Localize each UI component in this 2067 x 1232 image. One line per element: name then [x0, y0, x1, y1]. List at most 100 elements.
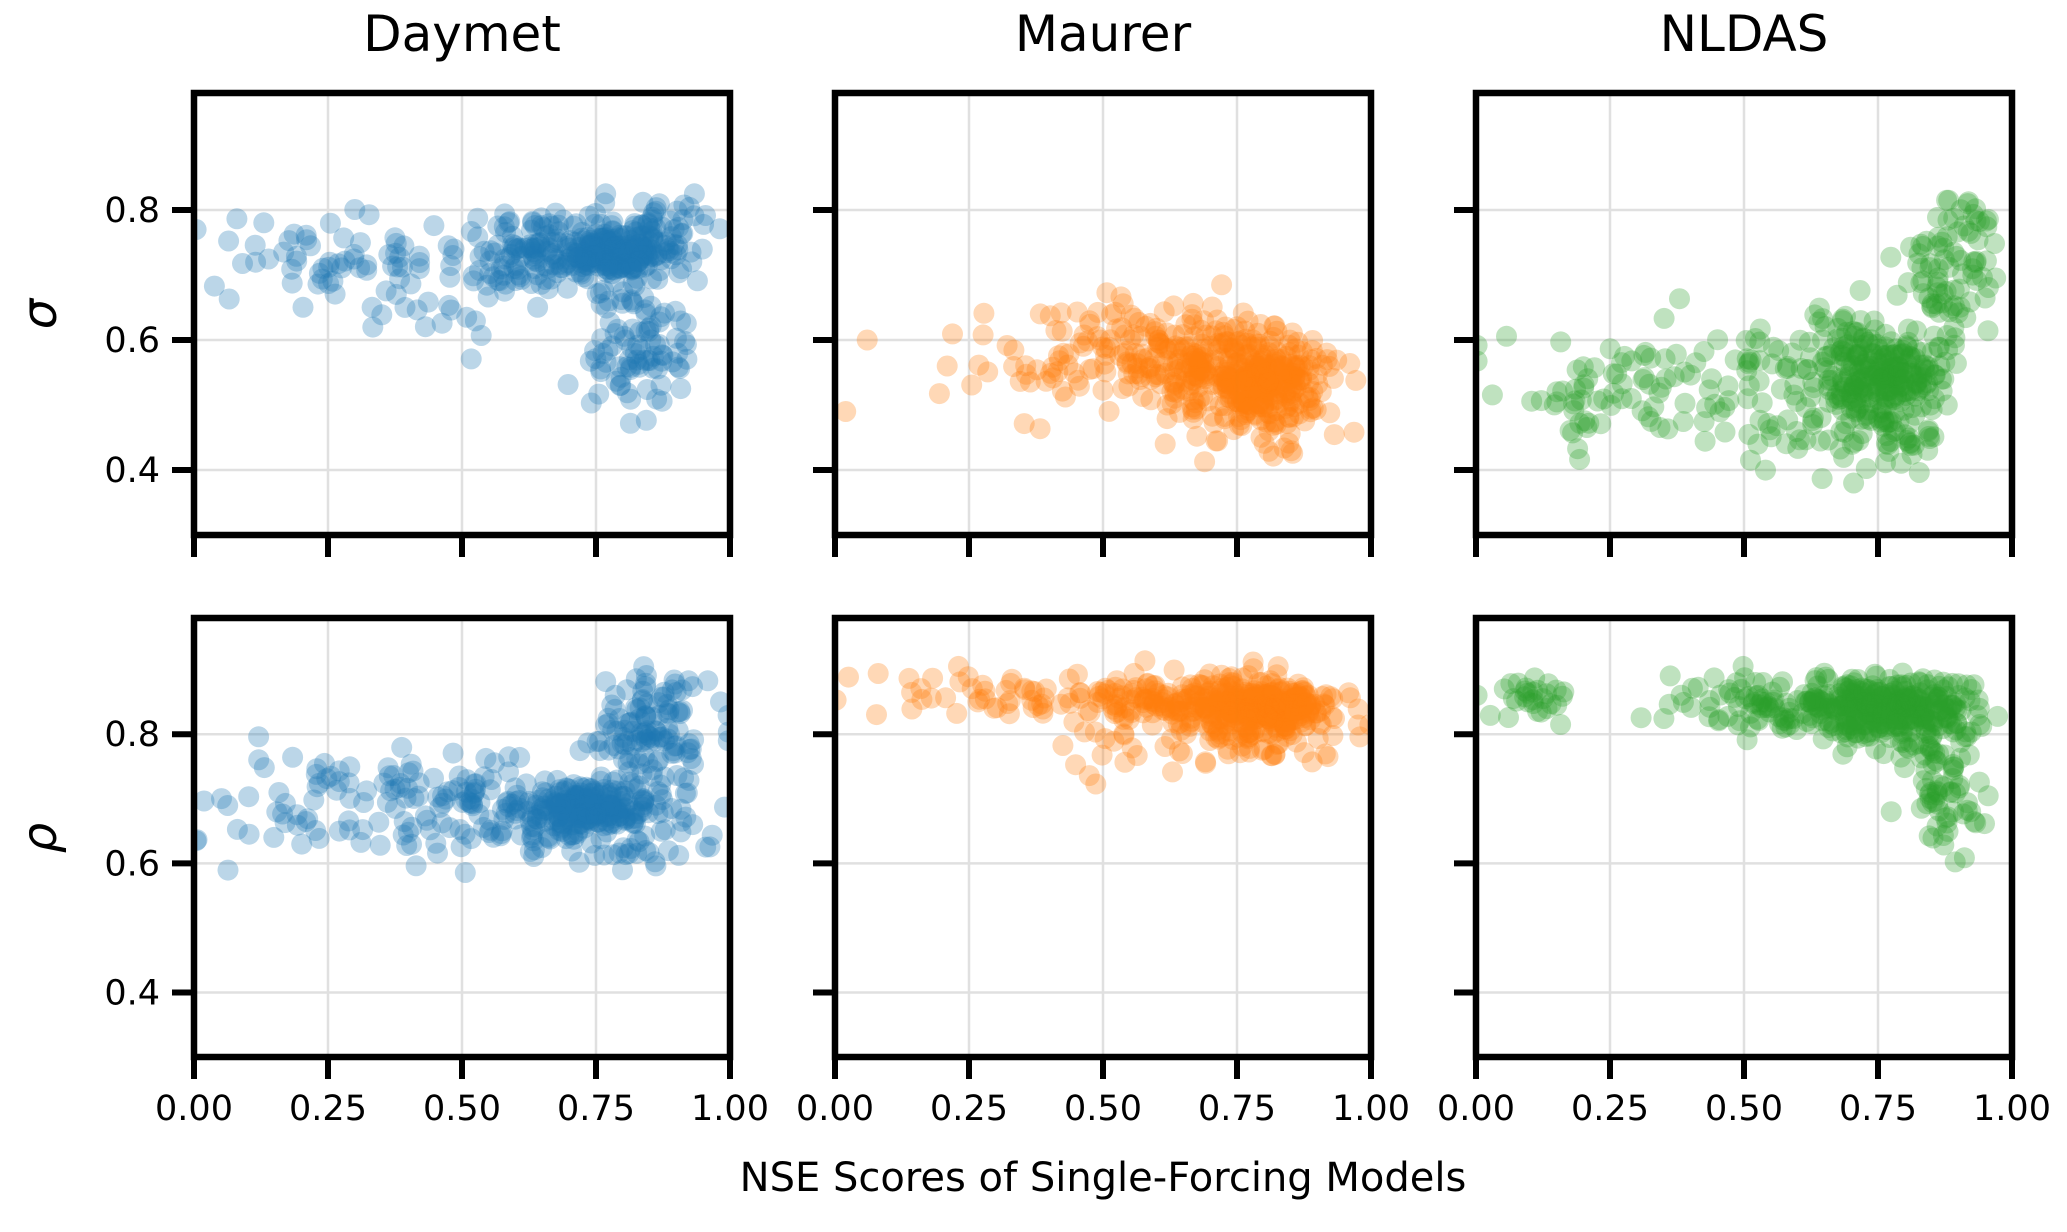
scatter-point: [1846, 321, 1868, 343]
scatter-point: [391, 736, 413, 758]
scatter-point: [1268, 361, 1290, 383]
scatter-point: [1899, 689, 1921, 711]
scatter-point: [524, 258, 546, 279]
scatter-point: [643, 229, 664, 250]
scatter-point: [1298, 355, 1320, 377]
scatter-point: [595, 671, 617, 693]
scatter-point: [565, 785, 587, 807]
scatter-point: [593, 806, 615, 828]
scatter-point: [699, 836, 721, 858]
scatter-point: [1102, 694, 1124, 716]
scatter-point: [1029, 303, 1051, 325]
scatter-point: [572, 793, 594, 815]
scatter-point: [665, 682, 687, 703]
scatter-point: [1175, 314, 1197, 336]
scatter-point: [331, 257, 353, 279]
scatter-point: [1783, 384, 1805, 406]
scatter-point: [1253, 377, 1275, 399]
scatter-point: [563, 215, 585, 237]
scatter-point: [1567, 438, 1589, 460]
scatter-point: [1132, 386, 1154, 407]
scatter-point: [1236, 700, 1258, 721]
scatter-point: [1280, 690, 1302, 712]
scatter-point: [1228, 414, 1250, 436]
scatter-point: [1283, 690, 1305, 712]
scatter-point: [1777, 355, 1799, 377]
scatter-point: [460, 828, 482, 850]
scatter-point: [571, 221, 593, 243]
scatter-point: [328, 771, 350, 793]
scatter-point: [649, 260, 671, 282]
scatter-point: [1530, 701, 1552, 723]
scatter-point: [1258, 722, 1280, 744]
scatter-point: [307, 273, 329, 295]
scatter-point: [1910, 747, 1932, 769]
scatter-point: [1888, 411, 1910, 432]
scatter-point: [1717, 705, 1739, 727]
scatter-point: [1182, 364, 1204, 386]
scatter-point: [579, 247, 601, 269]
scatter-point: [1962, 258, 1983, 280]
scatter-point: [1546, 381, 1568, 403]
scatter-point: [1912, 696, 1934, 718]
scatter-point: [1220, 702, 1242, 724]
scatter-point: [377, 757, 399, 779]
scatter-point: [1927, 271, 1949, 293]
scatter-point: [617, 752, 639, 774]
scatter-point: [1772, 709, 1794, 731]
scatter-point: [1234, 320, 1256, 342]
scatter-point: [1228, 703, 1250, 725]
scatter-point: [1345, 369, 1367, 391]
scatter-point: [541, 244, 563, 266]
scatter-point: [599, 232, 621, 254]
scatter-point: [1944, 851, 1966, 873]
scatter-point: [456, 769, 478, 791]
scatter-point: [1898, 427, 1920, 449]
scatter-point: [1236, 332, 1258, 354]
scatter-point: [610, 289, 632, 310]
scatter-point: [1887, 689, 1909, 711]
scatter-point: [396, 835, 418, 856]
scatter-point: [1493, 678, 1515, 700]
scatter-point: [1286, 686, 1307, 708]
scatter-point: [1914, 744, 1936, 766]
scatter-point: [566, 795, 588, 817]
scatter-point: [478, 809, 500, 831]
scatter-point: [1088, 685, 1110, 707]
y-tick-label: 0.8: [104, 191, 160, 231]
scatter-point: [1260, 685, 1282, 707]
scatter-point: [455, 789, 477, 811]
scatter-point: [1919, 738, 1941, 760]
scatter-point: [1868, 338, 1890, 360]
scatter-point: [1237, 698, 1259, 720]
scatter-point: [1264, 351, 1286, 373]
scatter-point: [1241, 336, 1263, 358]
scatter-point: [1896, 687, 1918, 709]
scatter-point: [590, 282, 611, 304]
scatter-point: [622, 808, 644, 829]
scatter-point: [655, 231, 677, 253]
scatter-point: [624, 800, 646, 822]
scatter-point: [1847, 397, 1869, 419]
scatter-point: [1237, 698, 1259, 719]
scatter-point: [550, 257, 572, 279]
scatter-point: [1849, 363, 1871, 384]
scatter-point: [1937, 820, 1959, 842]
scatter-point: [1180, 707, 1202, 729]
scatter-point: [1217, 347, 1239, 369]
scatter-point: [1255, 345, 1277, 367]
scatter-point: [634, 299, 656, 321]
scatter-point: [523, 241, 545, 263]
scatter-point: [1174, 336, 1196, 358]
scatter-point: [514, 237, 536, 259]
scatter-point: [1732, 655, 1754, 677]
scatter-point: [1852, 358, 1874, 380]
scatter-point: [1736, 729, 1758, 751]
scatter-point: [1273, 688, 1295, 710]
scatter-point: [609, 224, 631, 246]
scatter-point: [1740, 349, 1762, 371]
scatter-point: [648, 311, 670, 333]
scatter-point: [1879, 668, 1901, 690]
scatter-point: [1118, 708, 1140, 730]
x-tick-label: 0.25: [930, 1089, 1008, 1129]
